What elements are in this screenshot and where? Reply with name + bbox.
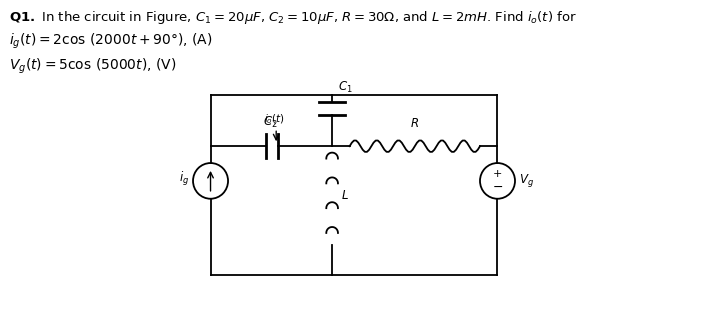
Text: $V_g$: $V_g$ (519, 172, 534, 190)
Text: $C_2$: $C_2$ (262, 115, 278, 130)
Text: $\mathbf{Q1.}$ In the circuit in Figure, $C_1 = 20\mu F$, $C_2 = 10\mu F$, $R = : $\mathbf{Q1.}$ In the circuit in Figure,… (9, 9, 577, 26)
Text: $L$: $L$ (341, 189, 349, 202)
Text: $R$: $R$ (411, 117, 419, 130)
Text: $i_g(t) = 2\cos\,(2000t + 90°)$, (A): $i_g(t) = 2\cos\,(2000t + 90°)$, (A) (9, 32, 213, 51)
Text: −: − (493, 181, 503, 194)
Text: $i_g$: $i_g$ (179, 170, 189, 188)
Text: $C_1$: $C_1$ (338, 80, 352, 95)
Text: $i_o(t)$: $i_o(t)$ (264, 113, 285, 126)
Text: +: + (493, 169, 502, 179)
Text: $V_g(t) = 5\cos\,(5000t)$, (V): $V_g(t) = 5\cos\,(5000t)$, (V) (9, 57, 177, 76)
